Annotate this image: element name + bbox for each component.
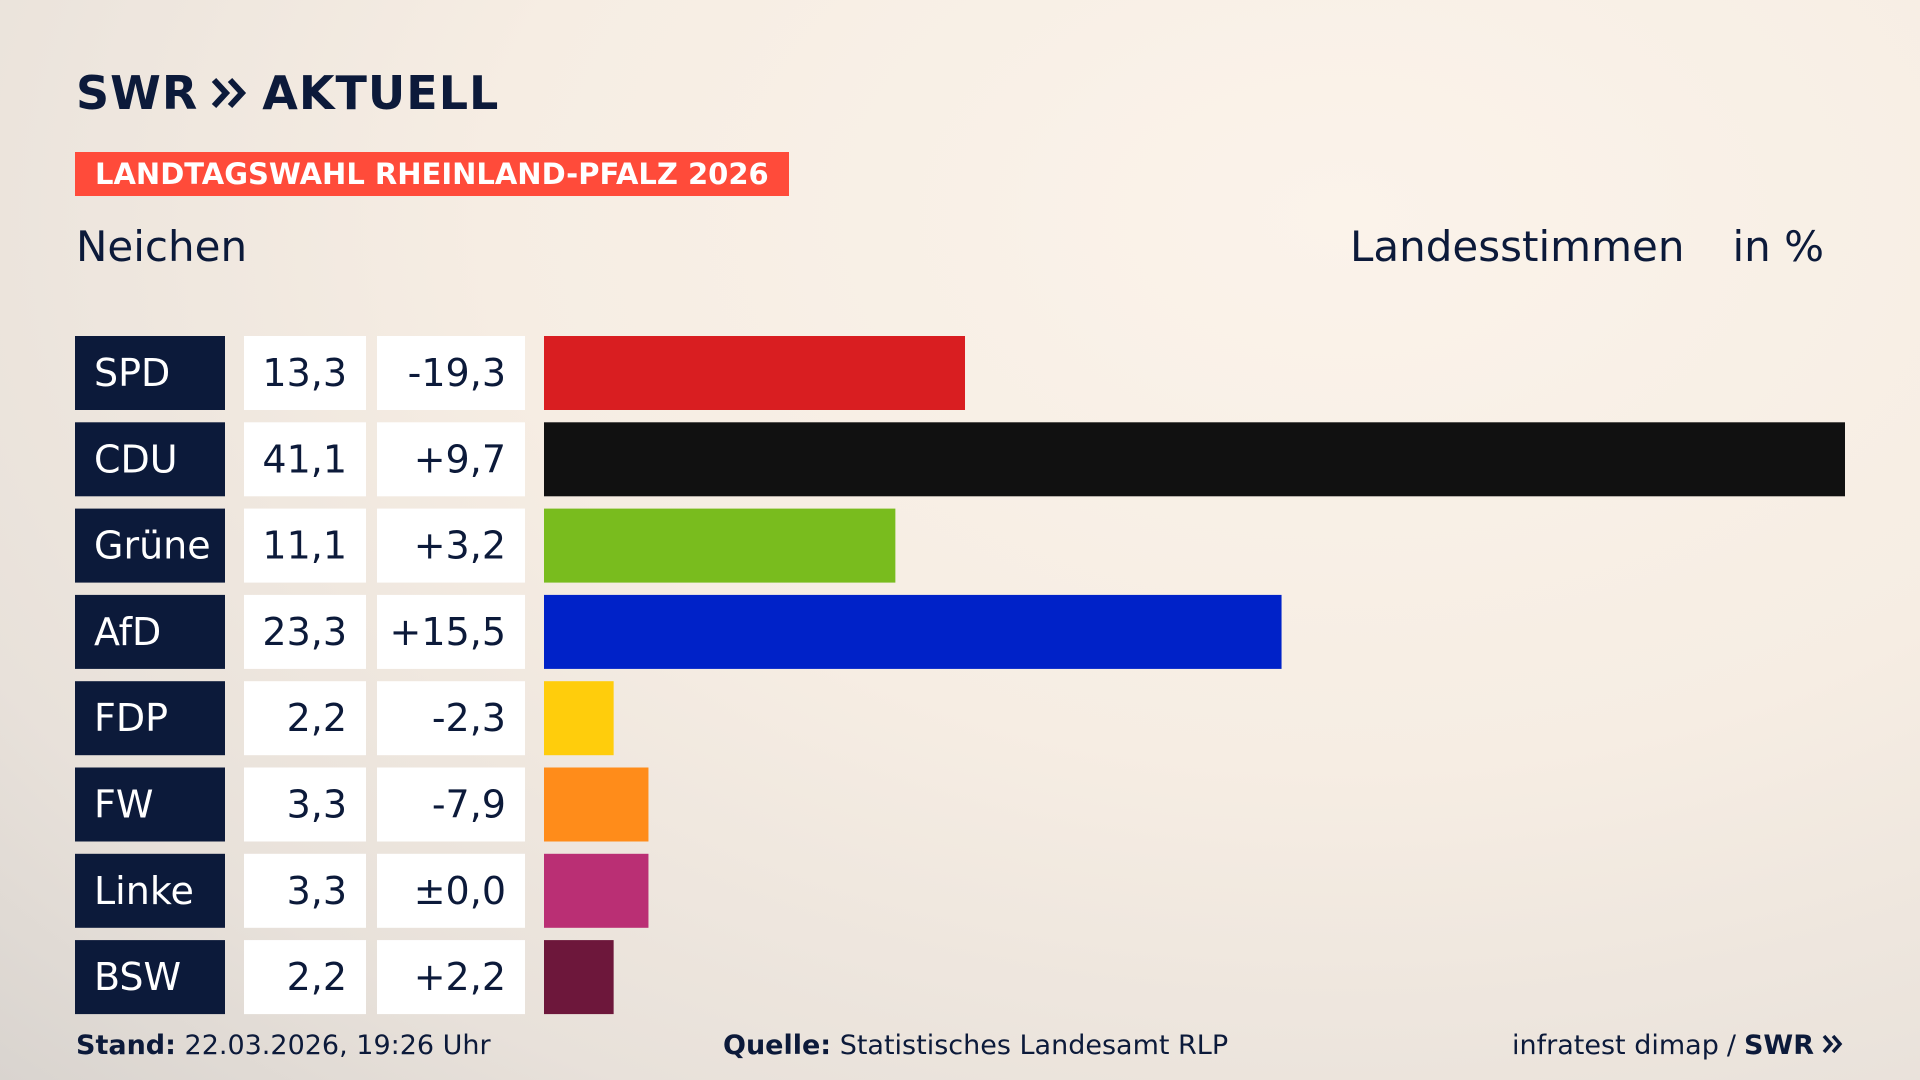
diff-label: ±0,0	[414, 869, 506, 913]
diff-label: +3,2	[414, 524, 506, 568]
double-chevron-icon	[210, 76, 250, 110]
party-label: Grüne	[94, 524, 211, 568]
value-label: 11,1	[262, 524, 347, 568]
party-label: AfD	[94, 610, 161, 654]
diff-cell	[377, 940, 525, 1015]
value-cell	[244, 508, 366, 583]
diff-cell	[377, 594, 525, 669]
bar	[544, 681, 614, 756]
place-name: Neichen	[76, 222, 248, 271]
party-label-box	[75, 681, 225, 756]
value-label: 13,3	[262, 351, 347, 395]
bar	[544, 767, 649, 842]
source-label: Quelle:	[723, 1030, 832, 1061]
diff-label: -19,3	[408, 351, 506, 395]
party-label-box	[75, 508, 225, 583]
party-label: FDP	[94, 696, 168, 740]
logo-aktuell-text: AKTUELL	[262, 66, 500, 120]
diff-label: +2,2	[414, 955, 506, 999]
party-label: Linke	[94, 869, 194, 913]
diff-cell	[377, 422, 525, 497]
diff-cell	[377, 508, 525, 583]
value-cell	[244, 422, 366, 497]
unit-label: in %	[1732, 222, 1824, 271]
diff-label: -2,3	[432, 696, 506, 740]
value-label: 2,2	[287, 696, 347, 740]
footer-credit: infratest dimap / SWR	[1512, 1030, 1844, 1061]
value-cell	[244, 594, 366, 669]
diff-cell	[377, 853, 525, 928]
diff-cell	[377, 336, 525, 410]
diff-label: -7,9	[432, 783, 506, 827]
party-label-box	[75, 594, 225, 669]
footer-stand: Stand: 22.03.2026, 19:26 Uhr	[76, 1030, 491, 1061]
logo-swr-text: SWR	[76, 66, 199, 120]
stand-value: 22.03.2026, 19:26 Uhr	[184, 1030, 491, 1061]
party-label-box	[75, 940, 225, 1015]
bar	[544, 594, 1282, 669]
party-label: BSW	[94, 955, 181, 999]
bar	[544, 853, 649, 928]
diff-label: +9,7	[414, 437, 506, 481]
value-label: 23,3	[262, 610, 347, 654]
source-value: Statistisches Landesamt RLP	[839, 1030, 1229, 1061]
bar	[544, 508, 896, 583]
credit-separator: /	[1726, 1030, 1736, 1061]
metric-label: Landesstimmen	[1350, 222, 1685, 271]
party-label: FW	[94, 783, 153, 827]
value-cell	[244, 853, 366, 928]
party-label: SPD	[94, 351, 170, 395]
party-label-box	[75, 336, 225, 410]
value-label: 41,1	[262, 437, 347, 481]
results-bar-chart: SPD 13,3 -19,3 CDU 41,1 +9,7 Grüne 11,1 +3,2 AfD 2…	[75, 336, 1845, 1015]
party-label-box	[75, 853, 225, 928]
party-label-box	[75, 422, 225, 497]
diff-label: +15,5	[390, 610, 506, 654]
value-cell	[244, 940, 366, 1015]
swr-aktuell-logo: SWR AKTUELL	[76, 66, 499, 120]
footer-source: Quelle: Statistisches Landesamt RLP	[723, 1030, 1228, 1061]
bar	[544, 336, 966, 410]
stand-label: Stand:	[76, 1030, 176, 1061]
party-label-box	[75, 767, 225, 842]
chart-header: Landesstimmen in %	[1350, 222, 1824, 271]
value-label: 2,2	[287, 955, 347, 999]
credit-text: infratest dimap	[1512, 1030, 1719, 1061]
election-banner: LANDTAGSWAHL RHEINLAND-PFALZ 2026	[75, 152, 789, 196]
value-label: 3,3	[287, 783, 347, 827]
credit-brand: SWR	[1743, 1030, 1814, 1061]
bar	[544, 940, 614, 1015]
diff-cell	[377, 767, 525, 842]
value-cell	[244, 336, 366, 410]
party-label: CDU	[94, 437, 178, 481]
value-label: 3,3	[287, 869, 347, 913]
value-cell	[244, 681, 366, 756]
value-cell	[244, 767, 366, 842]
double-chevron-small-icon	[1822, 1030, 1844, 1061]
bar	[544, 422, 1845, 497]
diff-cell	[377, 681, 525, 756]
